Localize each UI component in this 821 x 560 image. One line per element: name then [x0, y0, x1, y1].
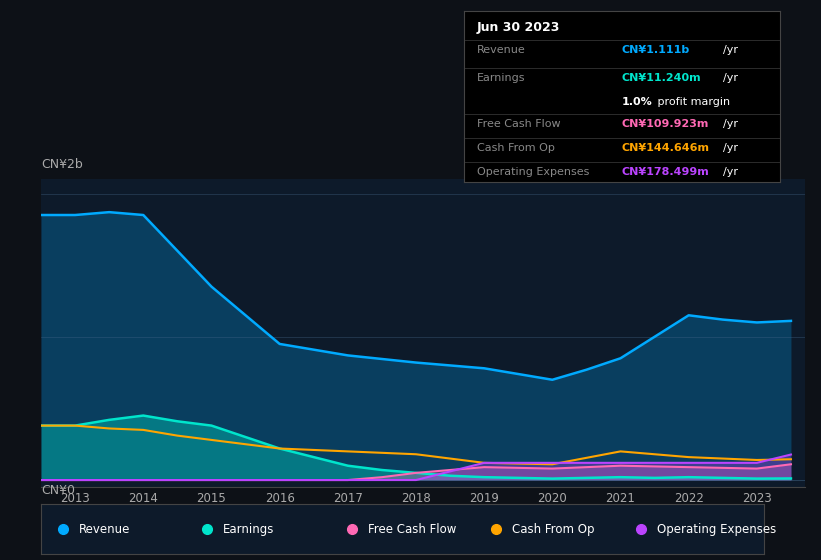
Text: CN¥178.499m: CN¥178.499m	[622, 167, 709, 176]
Text: CN¥109.923m: CN¥109.923m	[622, 119, 709, 129]
Text: Free Cash Flow: Free Cash Flow	[476, 119, 560, 129]
Text: CN¥11.240m: CN¥11.240m	[622, 73, 701, 83]
Text: CN¥2b: CN¥2b	[41, 158, 83, 171]
Text: /yr: /yr	[723, 143, 738, 153]
Text: CN¥144.646m: CN¥144.646m	[622, 143, 710, 153]
Text: Revenue: Revenue	[79, 522, 130, 536]
Text: Operating Expenses: Operating Expenses	[476, 167, 589, 176]
Text: Revenue: Revenue	[476, 45, 525, 55]
Text: CN¥0: CN¥0	[41, 484, 75, 497]
Text: Earnings: Earnings	[223, 522, 274, 536]
Text: Earnings: Earnings	[476, 73, 525, 83]
Text: Operating Expenses: Operating Expenses	[657, 522, 776, 536]
Text: Jun 30 2023: Jun 30 2023	[476, 21, 560, 35]
Text: CN¥1.111b: CN¥1.111b	[622, 45, 690, 55]
Text: Cash From Op: Cash From Op	[512, 522, 594, 536]
Text: /yr: /yr	[723, 45, 738, 55]
Text: /yr: /yr	[723, 119, 738, 129]
Text: Free Cash Flow: Free Cash Flow	[368, 522, 456, 536]
Text: /yr: /yr	[723, 167, 738, 176]
Text: /yr: /yr	[723, 73, 738, 83]
Text: profit margin: profit margin	[654, 97, 730, 106]
Text: Cash From Op: Cash From Op	[476, 143, 554, 153]
Text: 1.0%: 1.0%	[622, 97, 653, 106]
